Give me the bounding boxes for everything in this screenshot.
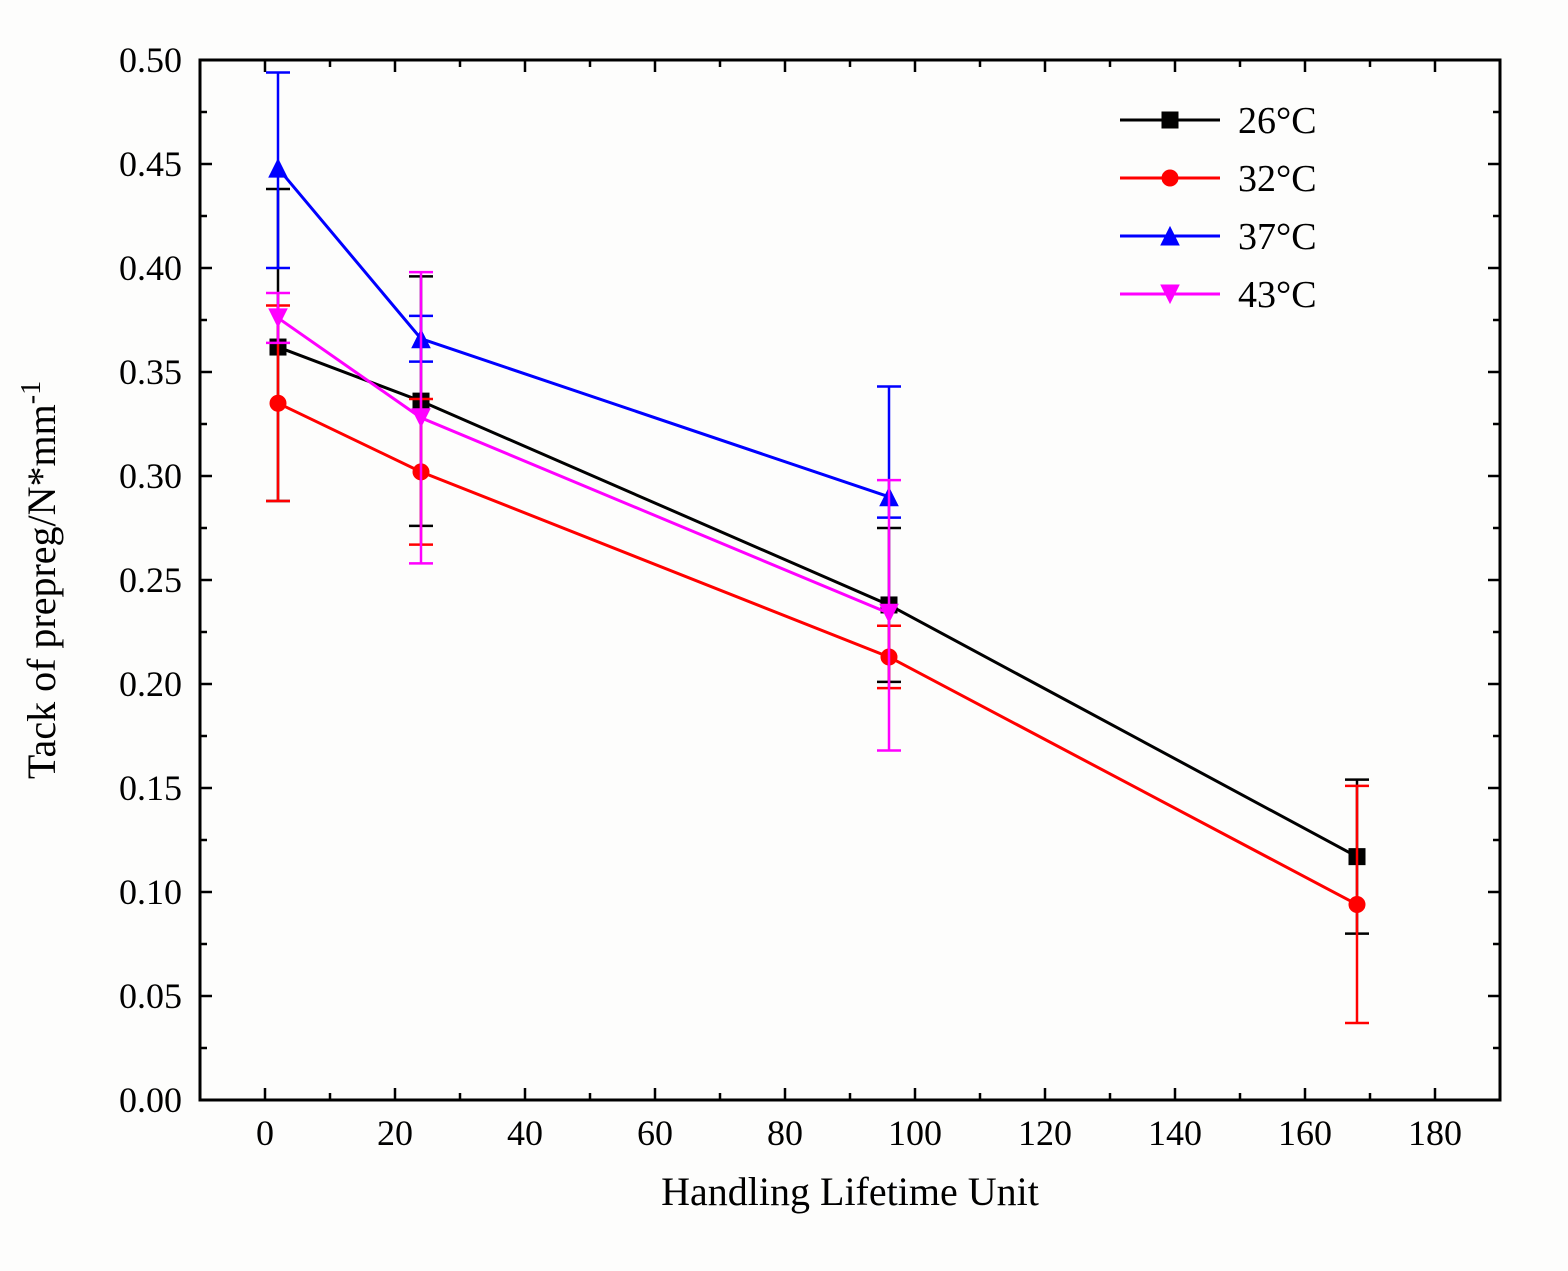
- svg-text:0.40: 0.40: [119, 248, 182, 288]
- svg-text:120: 120: [1018, 1113, 1072, 1153]
- svg-text:37°C: 37°C: [1238, 216, 1317, 258]
- svg-text:60: 60: [637, 1113, 673, 1153]
- svg-text:180: 180: [1408, 1113, 1462, 1153]
- svg-text:0: 0: [256, 1113, 274, 1153]
- tack-chart: 0 20 40 60 80 100 120 140 160 180 0.00 0.05 0.10 0.15…: [0, 0, 1568, 1271]
- svg-text:0.25: 0.25: [119, 560, 182, 600]
- svg-text:26°C: 26°C: [1238, 100, 1317, 142]
- svg-text:32°C: 32°C: [1238, 158, 1317, 200]
- svg-text:Handling Lifetime Unit: Handling Lifetime Unit: [661, 1169, 1039, 1214]
- svg-text:0.45: 0.45: [119, 144, 182, 184]
- svg-text:0.20: 0.20: [119, 664, 182, 704]
- svg-text:0.30: 0.30: [119, 456, 182, 496]
- svg-text:43°C: 43°C: [1238, 274, 1317, 316]
- chart-svg: 0 20 40 60 80 100 120 140 160 180 0.00 0.05 0.10 0.15…: [0, 0, 1568, 1271]
- svg-text:0.15: 0.15: [119, 768, 182, 808]
- svg-text:100: 100: [888, 1113, 942, 1153]
- svg-text:140: 140: [1148, 1113, 1202, 1153]
- svg-text:0.00: 0.00: [119, 1080, 182, 1120]
- svg-text:40: 40: [507, 1113, 543, 1153]
- svg-text:0.50: 0.50: [119, 40, 182, 80]
- svg-text:0.10: 0.10: [119, 872, 182, 912]
- svg-text:0.35: 0.35: [119, 352, 182, 392]
- svg-text:0.05: 0.05: [119, 976, 182, 1016]
- svg-text:160: 160: [1278, 1113, 1332, 1153]
- svg-text:Tack of prepreg/N*mm-1: Tack of prepreg/N*mm-1: [16, 381, 65, 779]
- svg-text:20: 20: [377, 1113, 413, 1153]
- svg-text:80: 80: [767, 1113, 803, 1153]
